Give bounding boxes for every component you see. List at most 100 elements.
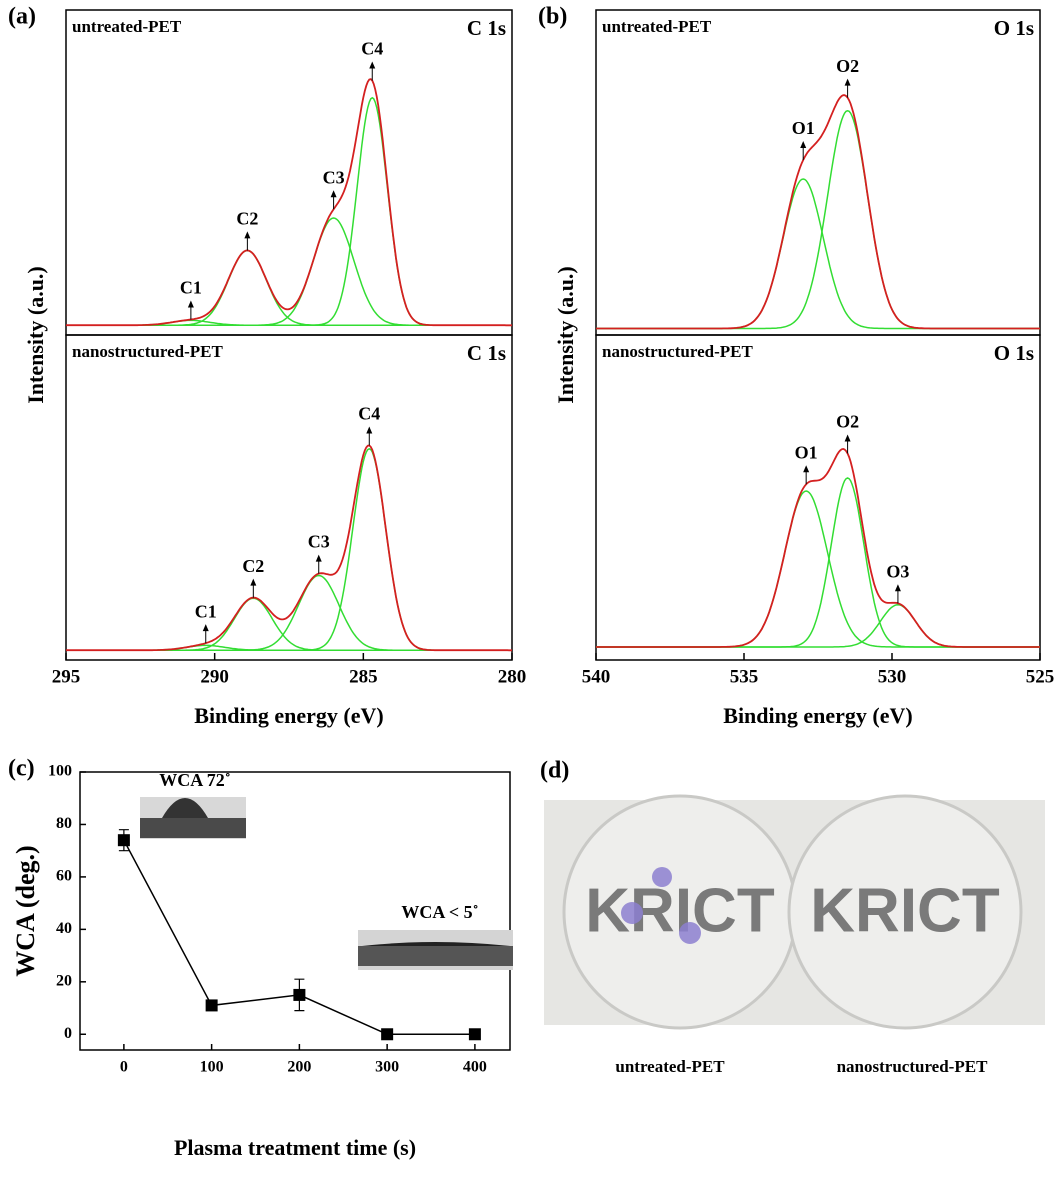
subplot-title: untreated-PET bbox=[72, 17, 182, 36]
x-tick-label: 285 bbox=[349, 666, 378, 687]
data-point bbox=[205, 999, 218, 1012]
droplet bbox=[621, 902, 643, 924]
arrow-head bbox=[244, 231, 251, 239]
component-peak bbox=[66, 447, 512, 652]
x-tick-label: 300 bbox=[375, 1059, 399, 1076]
x-tick-label: 400 bbox=[463, 1059, 487, 1076]
peak-label: O2 bbox=[836, 56, 859, 76]
photo-caption: nanostructured-PET bbox=[837, 1057, 988, 1076]
arrow-head bbox=[894, 584, 901, 592]
droplet-profile bbox=[162, 798, 208, 818]
x-axis-label: Binding energy (eV) bbox=[194, 703, 383, 728]
y-axis-label: Intensity (a.u.) bbox=[23, 266, 48, 404]
y-tick-label: 0 bbox=[64, 1025, 72, 1042]
logo-text: KRICT bbox=[810, 876, 1000, 945]
x-tick-label: 540 bbox=[582, 666, 611, 687]
y-axis-label: WCA (deg.) bbox=[11, 845, 40, 976]
plot-frame bbox=[79, 771, 511, 1051]
x-axis-label: Plasma treatment time (s) bbox=[174, 1135, 416, 1160]
peak-label: C2 bbox=[242, 556, 264, 576]
x-tick-label: 295 bbox=[52, 666, 81, 687]
subplot-frame bbox=[65, 9, 513, 336]
peak-label: O1 bbox=[792, 118, 815, 138]
peak-label: O1 bbox=[795, 442, 818, 462]
arrow-head bbox=[844, 78, 851, 86]
subplot-title: nanostructured-PET bbox=[602, 342, 753, 361]
subplot-frame bbox=[595, 9, 1041, 336]
peak-label: C1 bbox=[195, 601, 217, 621]
subplot-title: untreated-PET bbox=[602, 17, 712, 36]
arrow-head bbox=[187, 300, 194, 308]
annotation: WCA < 5˚ bbox=[401, 902, 478, 922]
peak-label: C3 bbox=[323, 167, 345, 187]
x-tick-label: 0 bbox=[120, 1059, 128, 1076]
arrow-head bbox=[250, 578, 257, 586]
substrate bbox=[140, 818, 246, 838]
y-axis-label: Intensity (a.u.) bbox=[553, 266, 578, 404]
x-tick-label: 100 bbox=[200, 1059, 224, 1076]
component-peak bbox=[66, 249, 512, 327]
droplet bbox=[652, 867, 672, 887]
subplot-title: nanostructured-PET bbox=[72, 342, 223, 361]
y-tick-label: 80 bbox=[56, 815, 72, 832]
panel-label: (d) bbox=[540, 758, 569, 784]
component-peak bbox=[66, 96, 512, 327]
y-tick-label: 100 bbox=[48, 763, 72, 780]
data-point bbox=[293, 988, 306, 1001]
y-tick-label: 40 bbox=[56, 920, 72, 937]
petri-dish bbox=[787, 794, 1023, 1030]
component-peak bbox=[596, 477, 1040, 648]
peak-label: C3 bbox=[308, 532, 330, 552]
subplot-frame bbox=[65, 334, 513, 661]
data-point bbox=[117, 834, 130, 847]
y-tick-label: 60 bbox=[56, 868, 72, 885]
component-peak bbox=[596, 490, 1040, 648]
peak-label: C4 bbox=[358, 404, 380, 424]
panel-label: (a) bbox=[8, 4, 36, 30]
component-peak bbox=[596, 110, 1040, 330]
fit-envelope bbox=[596, 447, 1040, 648]
x-tick-label: 280 bbox=[498, 666, 527, 687]
x-tick-label: 290 bbox=[200, 666, 229, 687]
core-level: C 1s bbox=[467, 341, 506, 365]
core-level: C 1s bbox=[467, 16, 506, 40]
peak-label: C4 bbox=[361, 39, 383, 59]
droplet-profile bbox=[362, 942, 510, 946]
panel-label: (c) bbox=[8, 756, 35, 782]
x-tick-label: 530 bbox=[878, 666, 907, 687]
arrow-head bbox=[369, 61, 376, 69]
peak-label: O2 bbox=[836, 412, 859, 432]
core-level: O 1s bbox=[994, 16, 1034, 40]
peak-label: C1 bbox=[180, 278, 202, 298]
annotation: WCA 72˚ bbox=[159, 770, 231, 790]
x-axis-label: Binding energy (eV) bbox=[723, 703, 912, 728]
arrow-head bbox=[803, 465, 810, 473]
fit-envelope bbox=[596, 94, 1040, 330]
x-tick-label: 525 bbox=[1026, 666, 1055, 687]
data-point bbox=[381, 1028, 394, 1041]
substrate bbox=[358, 946, 513, 966]
photo-panel: (d) KRICT KRICT untreated-PET nanostruct… bbox=[540, 758, 1045, 1076]
component-peak bbox=[66, 574, 512, 652]
fit-envelope bbox=[66, 444, 512, 652]
arrow-head bbox=[330, 190, 337, 198]
y-tick-label: 20 bbox=[56, 972, 72, 989]
fit-envelope bbox=[66, 78, 512, 327]
panel-label: (b) bbox=[538, 4, 567, 30]
droplet bbox=[679, 922, 701, 944]
x-tick-label: 535 bbox=[730, 666, 759, 687]
photo-caption: untreated-PET bbox=[615, 1057, 725, 1076]
subplot-frame bbox=[595, 334, 1041, 661]
arrow-head bbox=[315, 554, 322, 562]
arrow-head bbox=[366, 426, 373, 434]
arrow-head bbox=[800, 140, 807, 148]
peak-label: O3 bbox=[886, 561, 909, 581]
data-point bbox=[468, 1028, 481, 1041]
arrow-head bbox=[844, 434, 851, 442]
component-peak bbox=[596, 604, 1040, 648]
x-tick-label: 200 bbox=[287, 1059, 311, 1076]
arrow-head bbox=[202, 624, 209, 632]
peak-label: C2 bbox=[236, 209, 258, 229]
core-level: O 1s bbox=[994, 341, 1034, 365]
